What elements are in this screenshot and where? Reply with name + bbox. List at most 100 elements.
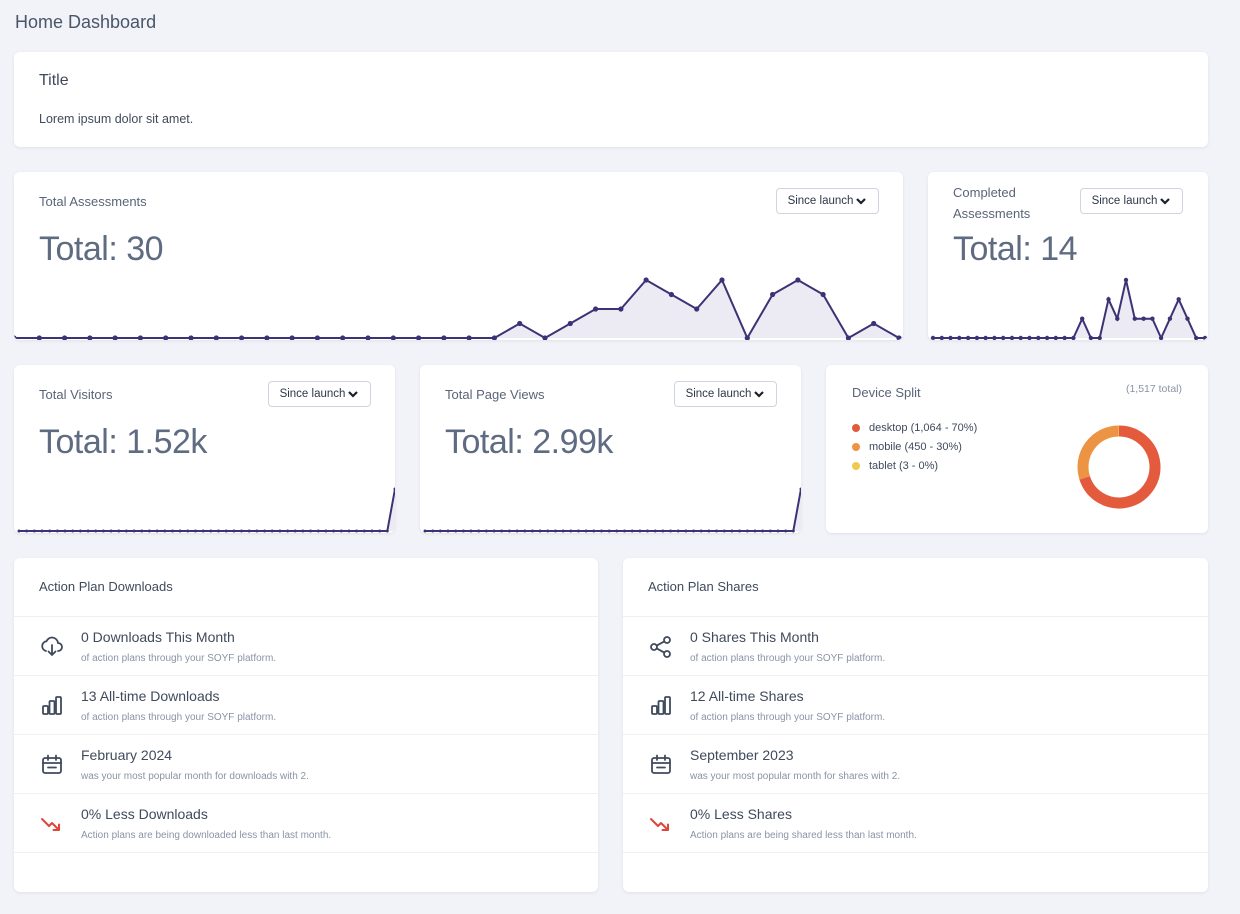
chart-point	[600, 529, 603, 533]
total-assessments-range-dropdown[interactable]: Since launch	[776, 188, 879, 214]
downloads-stat-heading: 0 Downloads This Month	[81, 629, 235, 645]
chart-point	[137, 335, 143, 340]
chart-point	[948, 335, 953, 340]
device-split-card: Device Split (1,517 total) desktop (1,06…	[826, 365, 1208, 533]
page-title: Home Dashboard	[15, 12, 157, 32]
downloads-stat-row: 13 All-time Downloads of action plans thr…	[14, 675, 598, 734]
chart-point	[416, 335, 422, 340]
chart-point	[1185, 316, 1190, 321]
chart-point	[715, 529, 719, 533]
chart-point	[561, 529, 565, 533]
shares-stat-row: 12 All-time Shares of action plans throug…	[623, 675, 1208, 734]
chart-area-fill	[425, 489, 801, 531]
shares-stat-heading: 0 Shares This Month	[690, 629, 819, 645]
chart-point	[40, 529, 44, 533]
chart-point	[446, 529, 450, 533]
downloads-stat-heading: February 2024	[81, 747, 173, 763]
share-icon	[650, 636, 671, 658]
chart-point	[224, 529, 228, 533]
chart-point	[286, 529, 290, 533]
chart-point	[630, 529, 634, 533]
chart-point	[14, 335, 17, 340]
chart-point	[339, 529, 343, 533]
chart-point	[441, 335, 447, 340]
chart-point	[784, 529, 788, 533]
chart-point	[71, 529, 75, 533]
chart-point	[569, 529, 573, 533]
chart-point	[378, 529, 382, 533]
chart-point	[365, 335, 371, 340]
bar-chart-icon	[42, 696, 62, 715]
dropdown-value: Since launch	[279, 388, 346, 400]
chart-point	[48, 529, 52, 533]
chart-point	[607, 529, 611, 533]
chart-point	[347, 529, 351, 533]
chart-point	[768, 529, 772, 533]
download-cloud-icon	[41, 636, 63, 656]
legend-dot	[852, 424, 860, 432]
chart-point	[1132, 316, 1137, 321]
chart-point	[1080, 316, 1085, 321]
legend-label: tablet (3 - 0%)	[869, 460, 939, 472]
chart-point	[694, 306, 700, 312]
chart-point	[684, 529, 688, 533]
chart-point	[753, 529, 757, 533]
chart-point	[523, 529, 527, 533]
total-visitors-range-dropdown[interactable]: Since launch	[268, 381, 371, 407]
chart-point	[761, 529, 765, 533]
chart-point	[314, 335, 320, 340]
completed-assessments-value: Total: 14	[953, 230, 1078, 268]
chart-point	[1027, 335, 1032, 340]
chart-point	[163, 335, 169, 340]
shares-stat-heading: September 2023	[690, 747, 794, 763]
chart-area-fill	[14, 280, 899, 338]
chart-point	[171, 529, 174, 533]
total-page-views-label: Total Page Views	[445, 387, 545, 402]
chart-point	[86, 529, 90, 533]
chart-point	[592, 529, 596, 533]
shares-title: Action Plan Shares	[648, 579, 759, 594]
chart-point	[431, 529, 435, 533]
total-page-views-value: Total: 2.99k	[445, 423, 613, 461]
chart-point	[309, 529, 313, 533]
total-assessments-chart	[14, 277, 902, 340]
chart-point	[643, 277, 649, 283]
shares-stat-row: 0% Less Shares Action plans are being sha…	[623, 793, 1208, 852]
chart-point	[939, 335, 944, 340]
chart-point	[178, 529, 182, 533]
divider	[14, 852, 598, 853]
chart-point	[992, 335, 997, 340]
chart-point	[393, 487, 395, 491]
total-page-views-range-dropdown[interactable]: Since launch	[674, 381, 777, 407]
chart-point	[1062, 335, 1067, 340]
chart-point	[623, 529, 626, 533]
chart-point	[1150, 316, 1155, 321]
total-visitors-card: Total Visitors Since launch Total: 1.52k	[14, 365, 395, 533]
chart-point	[94, 529, 98, 533]
intro-title: Title	[39, 72, 69, 89]
legend-dot	[852, 462, 860, 470]
chart-series-line	[19, 488, 395, 532]
chart-point	[692, 529, 696, 533]
chart-point	[163, 529, 167, 533]
chart-point	[186, 529, 190, 533]
chart-point	[795, 277, 801, 283]
chart-point	[515, 529, 519, 533]
chart-point	[491, 335, 497, 340]
completed-assessments-card: Completed Assessments Since launch Total…	[928, 172, 1208, 340]
downloads-stat-description: Action plans are being downloaded less t…	[81, 830, 332, 841]
dropdown-value: Since launch	[1091, 195, 1158, 207]
chart-point	[730, 529, 734, 533]
chart-area-fill	[933, 280, 1205, 338]
chart-point	[155, 529, 159, 533]
chart-point	[340, 335, 346, 340]
total-visitors-chart	[17, 487, 395, 533]
chart-point	[546, 529, 550, 533]
completed-assessments-range-dropdown[interactable]: Since launch	[1080, 188, 1183, 214]
shares-stat-description: of action plans through your SOYF platfo…	[690, 653, 886, 664]
chevron-down-icon	[1160, 198, 1171, 205]
chart-point	[117, 529, 121, 533]
shares-stat-description: Action plans are being shared less than …	[690, 830, 917, 841]
total-assessments-value: Total: 30	[39, 230, 164, 268]
donut-slice-desktop	[1079, 425, 1161, 509]
